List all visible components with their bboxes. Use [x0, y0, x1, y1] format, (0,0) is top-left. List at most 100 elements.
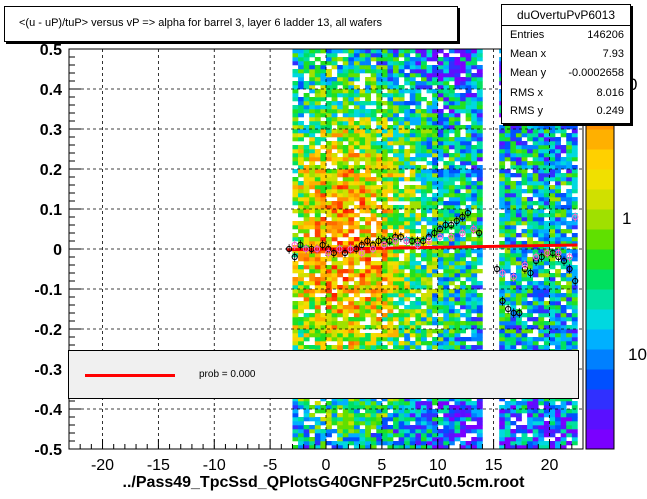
- heat-cell: [292, 117, 299, 122]
- heat-cell: [420, 429, 427, 434]
- heat-cell: [292, 113, 299, 118]
- heat-cell: [298, 61, 304, 66]
- heat-cell: [443, 445, 450, 450]
- heat-cell: [515, 329, 522, 334]
- heat-cell: [298, 325, 304, 330]
- heat-cell: [543, 249, 550, 254]
- heat-cell: [393, 181, 399, 186]
- heat-cell: [292, 221, 299, 226]
- heat-cell: [437, 137, 444, 142]
- palette-swatch: [586, 269, 614, 290]
- heat-cell: [292, 285, 299, 290]
- heat-cell: [549, 197, 556, 202]
- heat-cell: [309, 333, 316, 338]
- heat-cell: [426, 401, 433, 406]
- heat-cell: [337, 341, 344, 346]
- heat-cell: [527, 345, 534, 350]
- heat-cell: [348, 405, 355, 410]
- heat-cell: [471, 153, 478, 158]
- heat-cell: [387, 53, 394, 58]
- heat-cell: [393, 149, 399, 154]
- heat-cell: [538, 213, 545, 218]
- heat-cell: [532, 225, 539, 230]
- heat-cell: [426, 109, 433, 114]
- heat-cell: [303, 429, 310, 434]
- heat-cell: [460, 221, 466, 226]
- heat-cell: [359, 57, 366, 62]
- heat-cell: [454, 205, 461, 210]
- heat-cell: [359, 105, 366, 110]
- heat-cell: [298, 105, 304, 110]
- heat-cell: [320, 197, 327, 202]
- heat-cell: [298, 305, 304, 310]
- heat-cell: [437, 265, 444, 270]
- heat-cell: [409, 57, 416, 62]
- heat-cell: [543, 345, 550, 350]
- heat-cell: [303, 85, 310, 90]
- heat-cell: [381, 429, 388, 434]
- heat-cell: [538, 281, 545, 286]
- heat-cell: [381, 337, 388, 342]
- heat-cell: [387, 321, 394, 326]
- heat-cell: [303, 433, 310, 438]
- heat-cell: [309, 237, 316, 242]
- heat-cell: [499, 329, 506, 334]
- heat-cell: [566, 293, 573, 298]
- heat-cell: [398, 429, 405, 434]
- heat-cell: [415, 261, 422, 266]
- heat-cell: [353, 85, 360, 90]
- heat-cell: [471, 109, 478, 114]
- heat-cell: [393, 81, 399, 86]
- heat-cell: [454, 69, 461, 74]
- heat-cell: [348, 309, 355, 314]
- heat-cell: [353, 193, 360, 198]
- heat-cell: [398, 173, 405, 178]
- heat-cell: [515, 293, 522, 298]
- heat-cell: [521, 133, 528, 138]
- heat-cell: [538, 433, 545, 438]
- heat-cell: [538, 181, 545, 186]
- heat-cell: [404, 433, 411, 438]
- heat-cell: [342, 177, 349, 182]
- heat-cell: [515, 333, 522, 338]
- heat-cell: [393, 225, 399, 230]
- heat-cell: [353, 73, 360, 78]
- heat-cell: [527, 137, 534, 142]
- heat-cell: [387, 217, 394, 222]
- heat-cell: [365, 237, 371, 242]
- heat-cell: [454, 261, 461, 266]
- heat-cell: [504, 205, 511, 210]
- heat-cell: [331, 133, 338, 138]
- heat-cell: [471, 105, 478, 110]
- heat-cell: [326, 245, 332, 250]
- heat-cell: [499, 437, 506, 442]
- heat-cell: [298, 401, 304, 406]
- heat-cell: [549, 325, 556, 330]
- heat-cell: [571, 425, 578, 430]
- heat-cell: [309, 245, 316, 250]
- heat-cell: [527, 237, 534, 242]
- heat-cell: [448, 337, 455, 342]
- heat-cell: [404, 209, 411, 214]
- heat-cell: [510, 325, 517, 330]
- heat-cell: [571, 253, 578, 258]
- heat-cell: [309, 129, 316, 134]
- heat-cell: [309, 437, 316, 442]
- heat-cell: [381, 113, 388, 118]
- heat-cell: [448, 409, 455, 414]
- heat-cell: [331, 297, 338, 302]
- heat-cell: [409, 397, 416, 402]
- heat-cell: [571, 417, 578, 422]
- heat-cell: [465, 149, 472, 154]
- heat-cell: [460, 441, 466, 446]
- heat-cell: [448, 209, 455, 214]
- heat-cell: [465, 209, 472, 214]
- heat-cell: [376, 57, 383, 62]
- heat-cell: [331, 245, 338, 250]
- heat-cell: [365, 137, 371, 142]
- heat-cell: [309, 329, 316, 334]
- heat-cell: [471, 213, 478, 218]
- heat-cell: [353, 401, 360, 406]
- heat-cell: [381, 441, 388, 446]
- heat-cell: [393, 97, 399, 102]
